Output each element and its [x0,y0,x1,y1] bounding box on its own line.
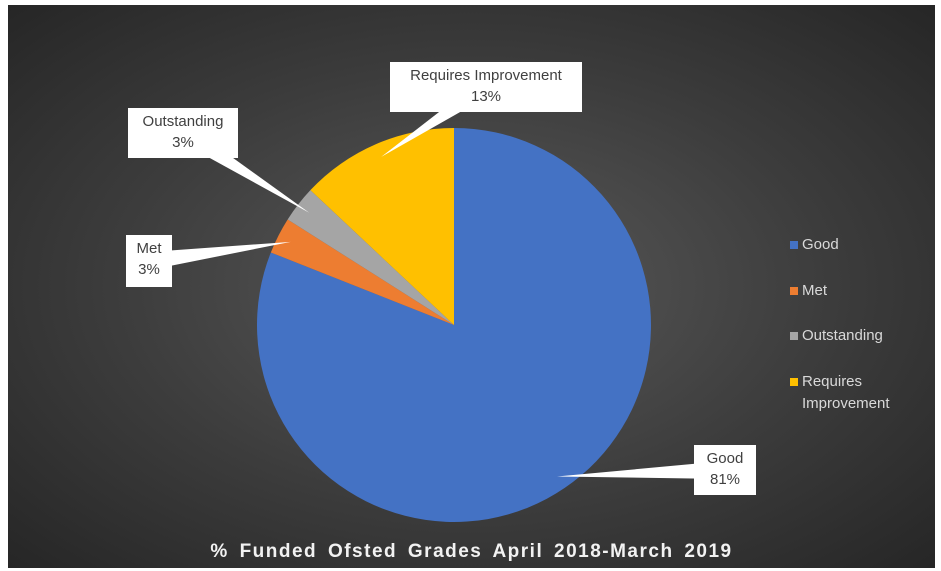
legend-entry: Requires Improvement [790,371,922,415]
pie [257,128,651,523]
legend-entry: Met [790,280,922,302]
data-label-category: Outstanding [142,113,224,130]
pie-slice [310,128,454,325]
legend-swatch [790,378,798,386]
chart-title: % Funded Ofsted Grades April 2018-March … [210,541,733,562]
legend-swatch [790,241,798,249]
legend-label: Outstanding [802,327,883,344]
legend-label: Requires Improvement [802,373,890,412]
data-label: Met 3% [126,235,172,287]
callout-pointer [147,241,291,270]
data-label: Good 81% [694,445,756,495]
legend-entry: Good [790,234,922,256]
legend-entry: Outstanding [790,325,922,347]
data-label-value: 81% [709,471,741,488]
data-label-category: Requires Improvement [410,67,562,84]
data-label-value: 13% [470,88,502,105]
legend-swatch [790,332,798,340]
data-label-value: 3% [172,134,194,151]
chart: % Funded Ofsted Grades April 2018-March … [8,5,935,568]
legend-label: Good [802,236,839,253]
legend-swatch [790,287,798,295]
pie-slice [270,219,454,325]
legend-label: Met [802,282,828,299]
pie-slice [257,128,651,523]
data-label-category: Met [136,240,162,257]
data-label-category: Good [706,450,744,467]
data-label-value: 3% [138,261,160,278]
callout-pointer [556,461,726,479]
data-label: Requires Improvement 13% [390,62,582,112]
pie-slice [287,190,454,325]
pie-canvas [147,79,726,523]
data-label: Outstanding 3% [128,108,238,158]
